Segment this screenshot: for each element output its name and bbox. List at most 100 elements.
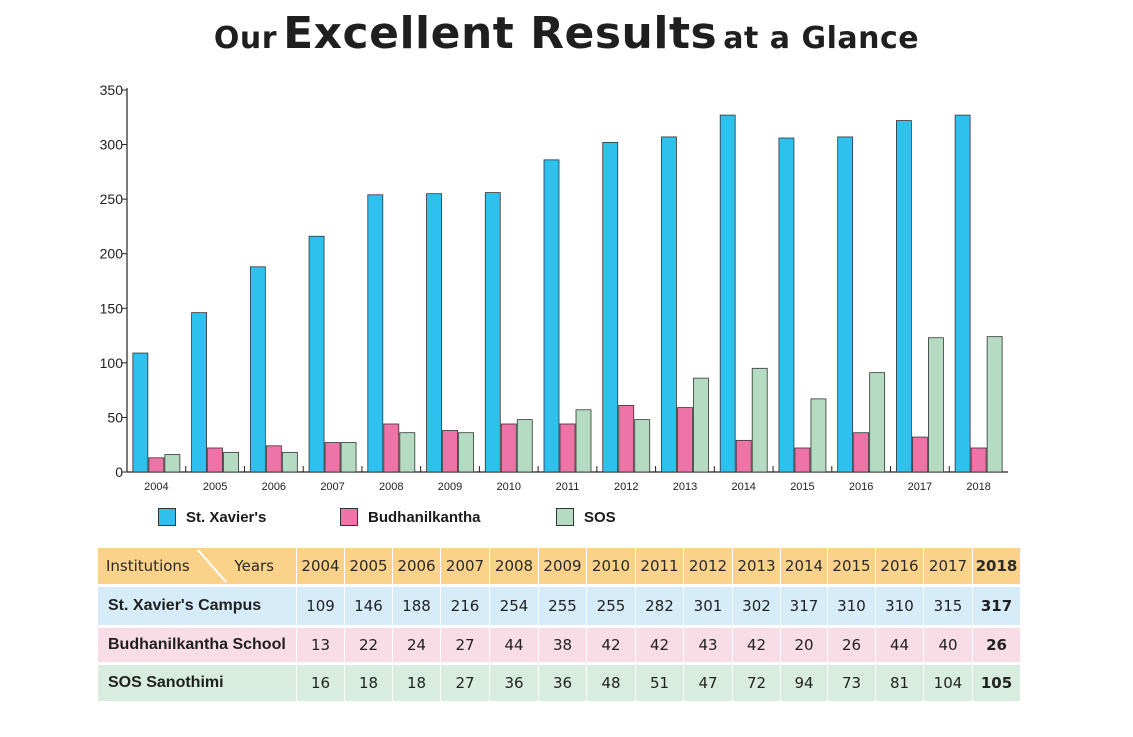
chart-legend: St. Xavier's Budhanilkantha SOS [0, 508, 1133, 534]
value-cell: 42 [587, 628, 636, 665]
year-header-cell: 2013 [733, 548, 781, 587]
y-tick-label: 200 [100, 246, 124, 262]
legend-item-budhanilkantha: Budhanilkantha [340, 508, 481, 526]
year-header-cell: 2004 [297, 548, 345, 587]
value-cell: 255 [587, 587, 636, 628]
value-cell: 20 [781, 628, 828, 665]
value-cell: 73 [828, 665, 876, 704]
table-row: Budhanilkantha School 13 22 24 27 44 38 42 42 43 4… [98, 628, 1021, 665]
x-tick-label: 2012 [614, 481, 638, 493]
results-table: Institutions Years 2004 2005 2006 2007 2008 2… [98, 548, 1021, 704]
year-header-cell: 2007 [441, 548, 490, 587]
year-header-cell: 2012 [684, 548, 733, 587]
year-header-cell: 2014 [781, 548, 828, 587]
year-header-cell: 2008 [490, 548, 539, 587]
legend-item-st-xaviers: St. Xavier's [158, 508, 266, 526]
legend-swatch-budhanilkantha [340, 508, 358, 526]
y-tick-label: 50 [107, 409, 123, 425]
value-cell: 18 [393, 665, 441, 704]
x-tick-label: 2016 [849, 481, 873, 493]
year-header-cell: 2006 [393, 548, 441, 587]
bar-budhanilkantha [324, 442, 341, 473]
bar-budhanilkantha [148, 457, 165, 473]
bar-st-xaviers [191, 312, 208, 473]
year-header-cell: 2010 [587, 548, 636, 587]
year-header-cell: 2018 [973, 548, 1021, 587]
bar-sos [458, 432, 474, 473]
value-cell: 36 [539, 665, 587, 704]
bar-budhanilkantha [618, 405, 635, 473]
x-tick-label: 2014 [731, 481, 755, 493]
bar-budhanilkantha [500, 423, 517, 473]
legend-label-budhanilkantha: Budhanilkantha [368, 508, 481, 526]
title-part-1: Our [213, 21, 278, 56]
bar-st-xaviers [778, 137, 795, 473]
year-header-cell: 2017 [924, 548, 973, 587]
bar-budhanilkantha [912, 436, 928, 473]
value-cell: 302 [733, 587, 781, 628]
x-tick-label: 2007 [320, 481, 344, 493]
bar-sos [575, 409, 592, 473]
bar-st-xaviers [602, 141, 619, 473]
value-cell: 146 [345, 587, 393, 628]
value-cell: 109 [297, 587, 345, 628]
table-header-row: Institutions Years 2004 2005 2006 2007 2008 2… [98, 548, 1021, 587]
value-cell: 104 [924, 665, 973, 704]
bar-st-xaviers [954, 114, 971, 473]
bar-sos [810, 398, 827, 473]
value-cell: 43 [684, 628, 733, 665]
institution-name-cell: SOS Sanothimi [98, 665, 297, 704]
bar-budhanilkantha [970, 447, 987, 473]
bar-st-xaviers [719, 114, 736, 473]
year-header-cell: 2011 [636, 548, 684, 587]
bar-st-xaviers [426, 193, 442, 473]
y-tick-label: 100 [100, 355, 124, 371]
x-tick-label: 2008 [379, 481, 403, 493]
value-cell: 105 [973, 665, 1021, 704]
value-cell: 72 [733, 665, 781, 704]
bar-st-xaviers [896, 120, 912, 473]
bar-budhanilkantha [677, 407, 693, 473]
bar-sos [399, 432, 416, 473]
title-part-3: at a Glance [723, 21, 920, 56]
bar-st-xaviers [249, 266, 266, 473]
table-corner-cell: Institutions Years [98, 548, 297, 587]
bar-sos [634, 419, 651, 473]
value-cell: 315 [924, 587, 973, 628]
institution-name-cell: St. Xavier's Campus [98, 587, 297, 628]
bar-budhanilkantha [735, 439, 752, 473]
value-cell: 47 [684, 665, 733, 704]
value-cell: 44 [876, 628, 924, 665]
x-tick-label: 2013 [673, 481, 697, 493]
value-cell: 282 [636, 587, 684, 628]
x-tick-label: 2017 [908, 481, 932, 493]
bar-budhanilkantha [853, 432, 870, 473]
table-row: SOS Sanothimi 16 18 18 27 36 36 48 51 47 72 94 73 81 1… [98, 665, 1021, 704]
bar-st-xaviers [132, 352, 149, 473]
value-cell: 42 [636, 628, 684, 665]
value-cell: 255 [539, 587, 587, 628]
year-header-cell: 2009 [539, 548, 587, 587]
bar-sos [751, 367, 768, 473]
x-tick-label: 2010 [497, 481, 521, 493]
year-header-cell: 2016 [876, 548, 924, 587]
bar-budhanilkantha [559, 423, 576, 473]
bar-st-xaviers [837, 136, 854, 473]
legend-swatch-sos [556, 508, 574, 526]
table-row: St. Xavier's Campus 109 146 188 216 254 255 255… [98, 587, 1021, 628]
value-cell: 18 [345, 665, 393, 704]
bar-st-xaviers [308, 235, 325, 473]
value-cell: 254 [490, 587, 539, 628]
y-tick-label: 300 [100, 137, 124, 153]
value-cell: 27 [441, 665, 490, 704]
value-cell: 26 [973, 628, 1021, 665]
x-tick-label: 2011 [556, 481, 580, 493]
value-cell: 26 [828, 628, 876, 665]
corner-divider [197, 549, 227, 583]
institution-name-cell: Budhanilkantha School [98, 628, 297, 665]
value-cell: 48 [587, 665, 636, 704]
bar-st-xaviers [543, 159, 560, 473]
x-tick-label: 2005 [203, 481, 227, 493]
legend-swatch-st-xaviers [158, 508, 176, 526]
value-cell: 94 [781, 665, 828, 704]
